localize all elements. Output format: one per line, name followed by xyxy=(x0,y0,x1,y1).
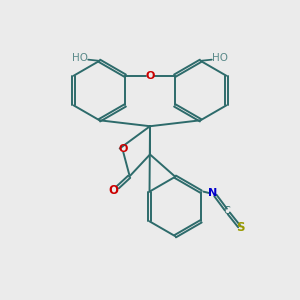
Text: HO: HO xyxy=(72,53,88,63)
Text: N: N xyxy=(208,188,217,198)
Text: S: S xyxy=(236,221,245,234)
Text: O: O xyxy=(145,71,155,81)
Text: O: O xyxy=(109,184,119,197)
Text: O: O xyxy=(118,143,128,154)
Text: HO: HO xyxy=(212,53,228,63)
Text: C: C xyxy=(224,206,231,216)
